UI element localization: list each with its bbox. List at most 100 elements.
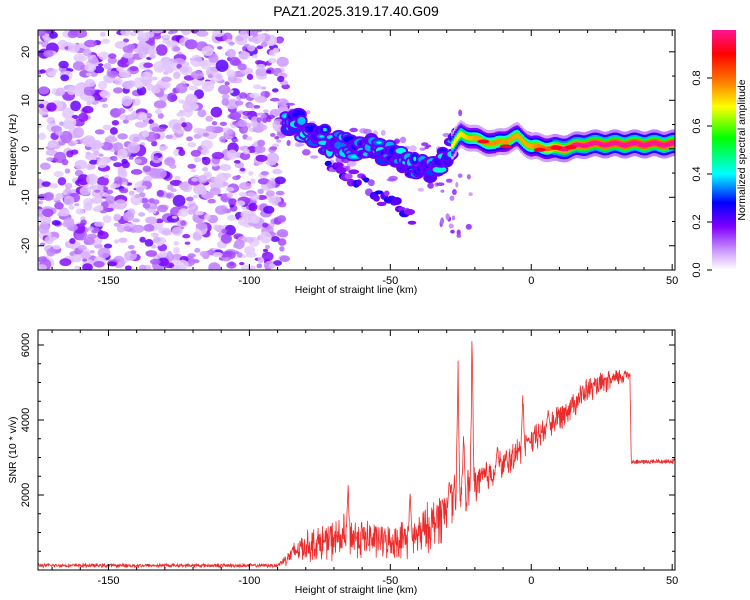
spectrogram-cell [628,141,632,147]
spectrogram-cell [238,192,247,197]
spectrogram-cell [46,102,57,112]
spectrogram-cell [242,115,248,120]
spectrogram-cell [169,164,177,169]
spectrogram-cell [153,100,167,109]
colorbar-label: Normalized spectral amplitude [736,79,748,220]
spectrogram-cell [218,84,231,95]
spectrogram-cell [224,81,230,86]
spectrogram-cell [427,182,434,189]
spectrogram-cell [86,100,92,106]
spectrogram-cell [603,143,606,148]
colorbar: 0.0 0.2 0.4 0.6 0.8 Normalized spectral ampl… [691,30,748,278]
spectrogram-cell [80,250,91,260]
spectrogram-cell [39,69,46,74]
spectrogram-cell [306,110,311,115]
spectrogram-cell [623,143,626,148]
spectrogram-cell [228,41,235,46]
spectrogram-cell [151,140,158,147]
spectrogram-cell [297,116,306,125]
spectrogram-cell [677,133,680,153]
spectrogram-cell [38,106,49,116]
spectrogram-cell [466,174,471,180]
spectrogram-cell [248,202,258,212]
spectrogram-cell [140,71,153,80]
spectrogram-cell [114,77,123,86]
spectrogram-cell [83,239,90,245]
spectrogram-cell [38,103,45,109]
spectrogram-cell [454,138,457,144]
spectrogram-cell [265,69,272,74]
spectrogram-cell [277,75,285,83]
spectrogram-cell [497,139,501,144]
spectrogram-cell [662,143,666,148]
spectrogram-cell [85,151,91,155]
spectrogram-cell [272,47,280,54]
spectrogram-cell [175,83,188,94]
spectrogram-ytick-label: 0 [20,146,32,152]
spectrogram-cell [469,136,473,141]
spectrogram-cell [93,261,105,268]
spectrogram-cell [106,189,114,195]
spectrogram-cell [145,31,155,38]
spectrogram-ytick-label: -20 [20,238,32,254]
spectrogram-cell [173,123,183,130]
spectrogram-cell [144,239,154,247]
spectrogram-cell [490,141,494,146]
spectrogram-cell [108,53,117,59]
spectrogram-cell [625,142,629,147]
spectrogram-cell [187,253,196,258]
spectrogram-cell [277,201,287,208]
spectrogram-cell [224,224,236,236]
spectrogram-cell [101,141,113,151]
spectrogram-cell [525,142,529,147]
spectrogram-cell [237,63,247,71]
snr-ylabel: SNR (10 * v/v) [7,416,19,483]
spectrogram-cell [383,190,390,197]
spectrogram-cell [213,224,220,231]
colorbar-tick-label: 0.0 [691,262,703,277]
spectrogram-cell [181,122,187,128]
spectrogram-cell [677,136,680,152]
spectrogram-cell [151,244,157,249]
spectrogram-cell [669,141,673,146]
spectrogram-cell [121,182,128,186]
spectrogram-cell [606,142,609,148]
spectrogram-cell [114,176,123,185]
spectrogram-cell [645,142,649,147]
spectrogram-cell [466,135,470,141]
spectrogram-cell [277,215,287,223]
spectrogram-cell [188,85,198,91]
spectrogram-cell [145,216,158,224]
spectrogram-cell [219,121,227,126]
spectrogram-cell [373,195,380,202]
spectrogram-cell [459,131,463,136]
spectrogram-cell [579,143,582,148]
spectrogram-cell [97,247,111,259]
spectrogram-cell [246,73,254,80]
spectrogram-cell [128,245,135,250]
spectrogram-cell [651,140,654,146]
spectrogram-cell [184,39,198,50]
spectrogram-cell [186,136,193,142]
spectrogram-cell [103,174,110,179]
spectrogram-cell [264,91,270,98]
spectrogram-cell [279,232,288,238]
spectrogram-cell [171,226,183,236]
spectrogram-cell [232,138,239,143]
spectrogram-cell [658,141,661,147]
spectrogram-cell [58,60,69,69]
spectrogram-cell [217,46,223,50]
spectrogram-cell [103,243,113,249]
spectrogram-cell [265,244,271,249]
spectrogram-cell [60,74,70,82]
spectrogram-cell [586,142,589,148]
spectrogram-cell [132,224,145,233]
snr-plot-area [38,330,675,570]
spectrogram-cell [279,246,285,252]
spectrogram-cell [250,215,260,224]
spectrogram-cell [432,166,447,173]
spectrogram-cell [530,144,533,149]
spectrogram-cell [635,140,639,146]
spectrogram-cell [82,48,92,57]
spectrogram-cell [155,108,162,115]
